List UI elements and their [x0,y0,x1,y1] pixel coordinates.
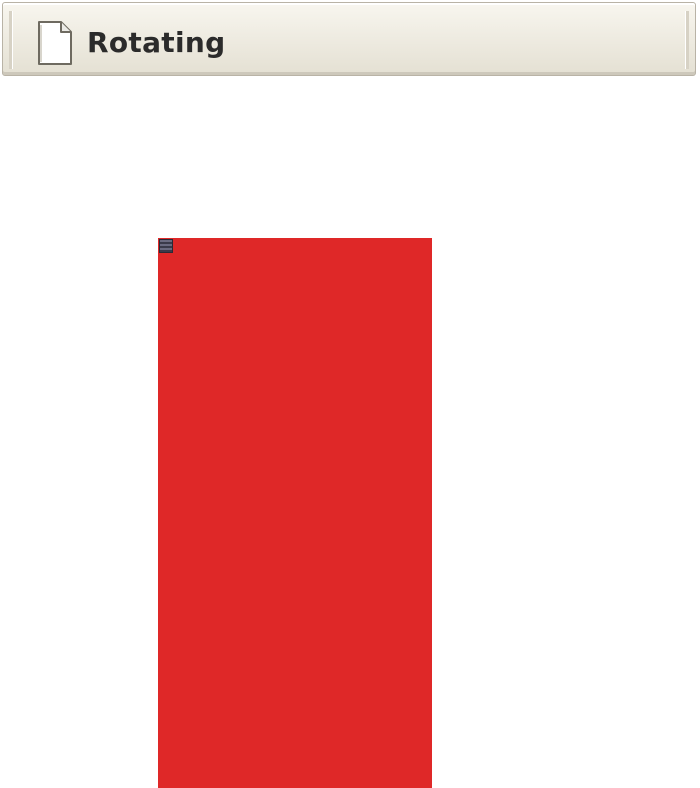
title-bar-grip-left [9,11,13,69]
title-bar: Rotating [2,2,696,76]
rotation-handle-icon[interactable] [159,239,173,253]
document-icon [38,21,72,65]
drawing-canvas[interactable] [0,80,700,788]
window-title: Rotating [87,26,226,59]
rotating-rectangle[interactable] [158,238,432,788]
title-bar-grip-right [685,11,689,69]
